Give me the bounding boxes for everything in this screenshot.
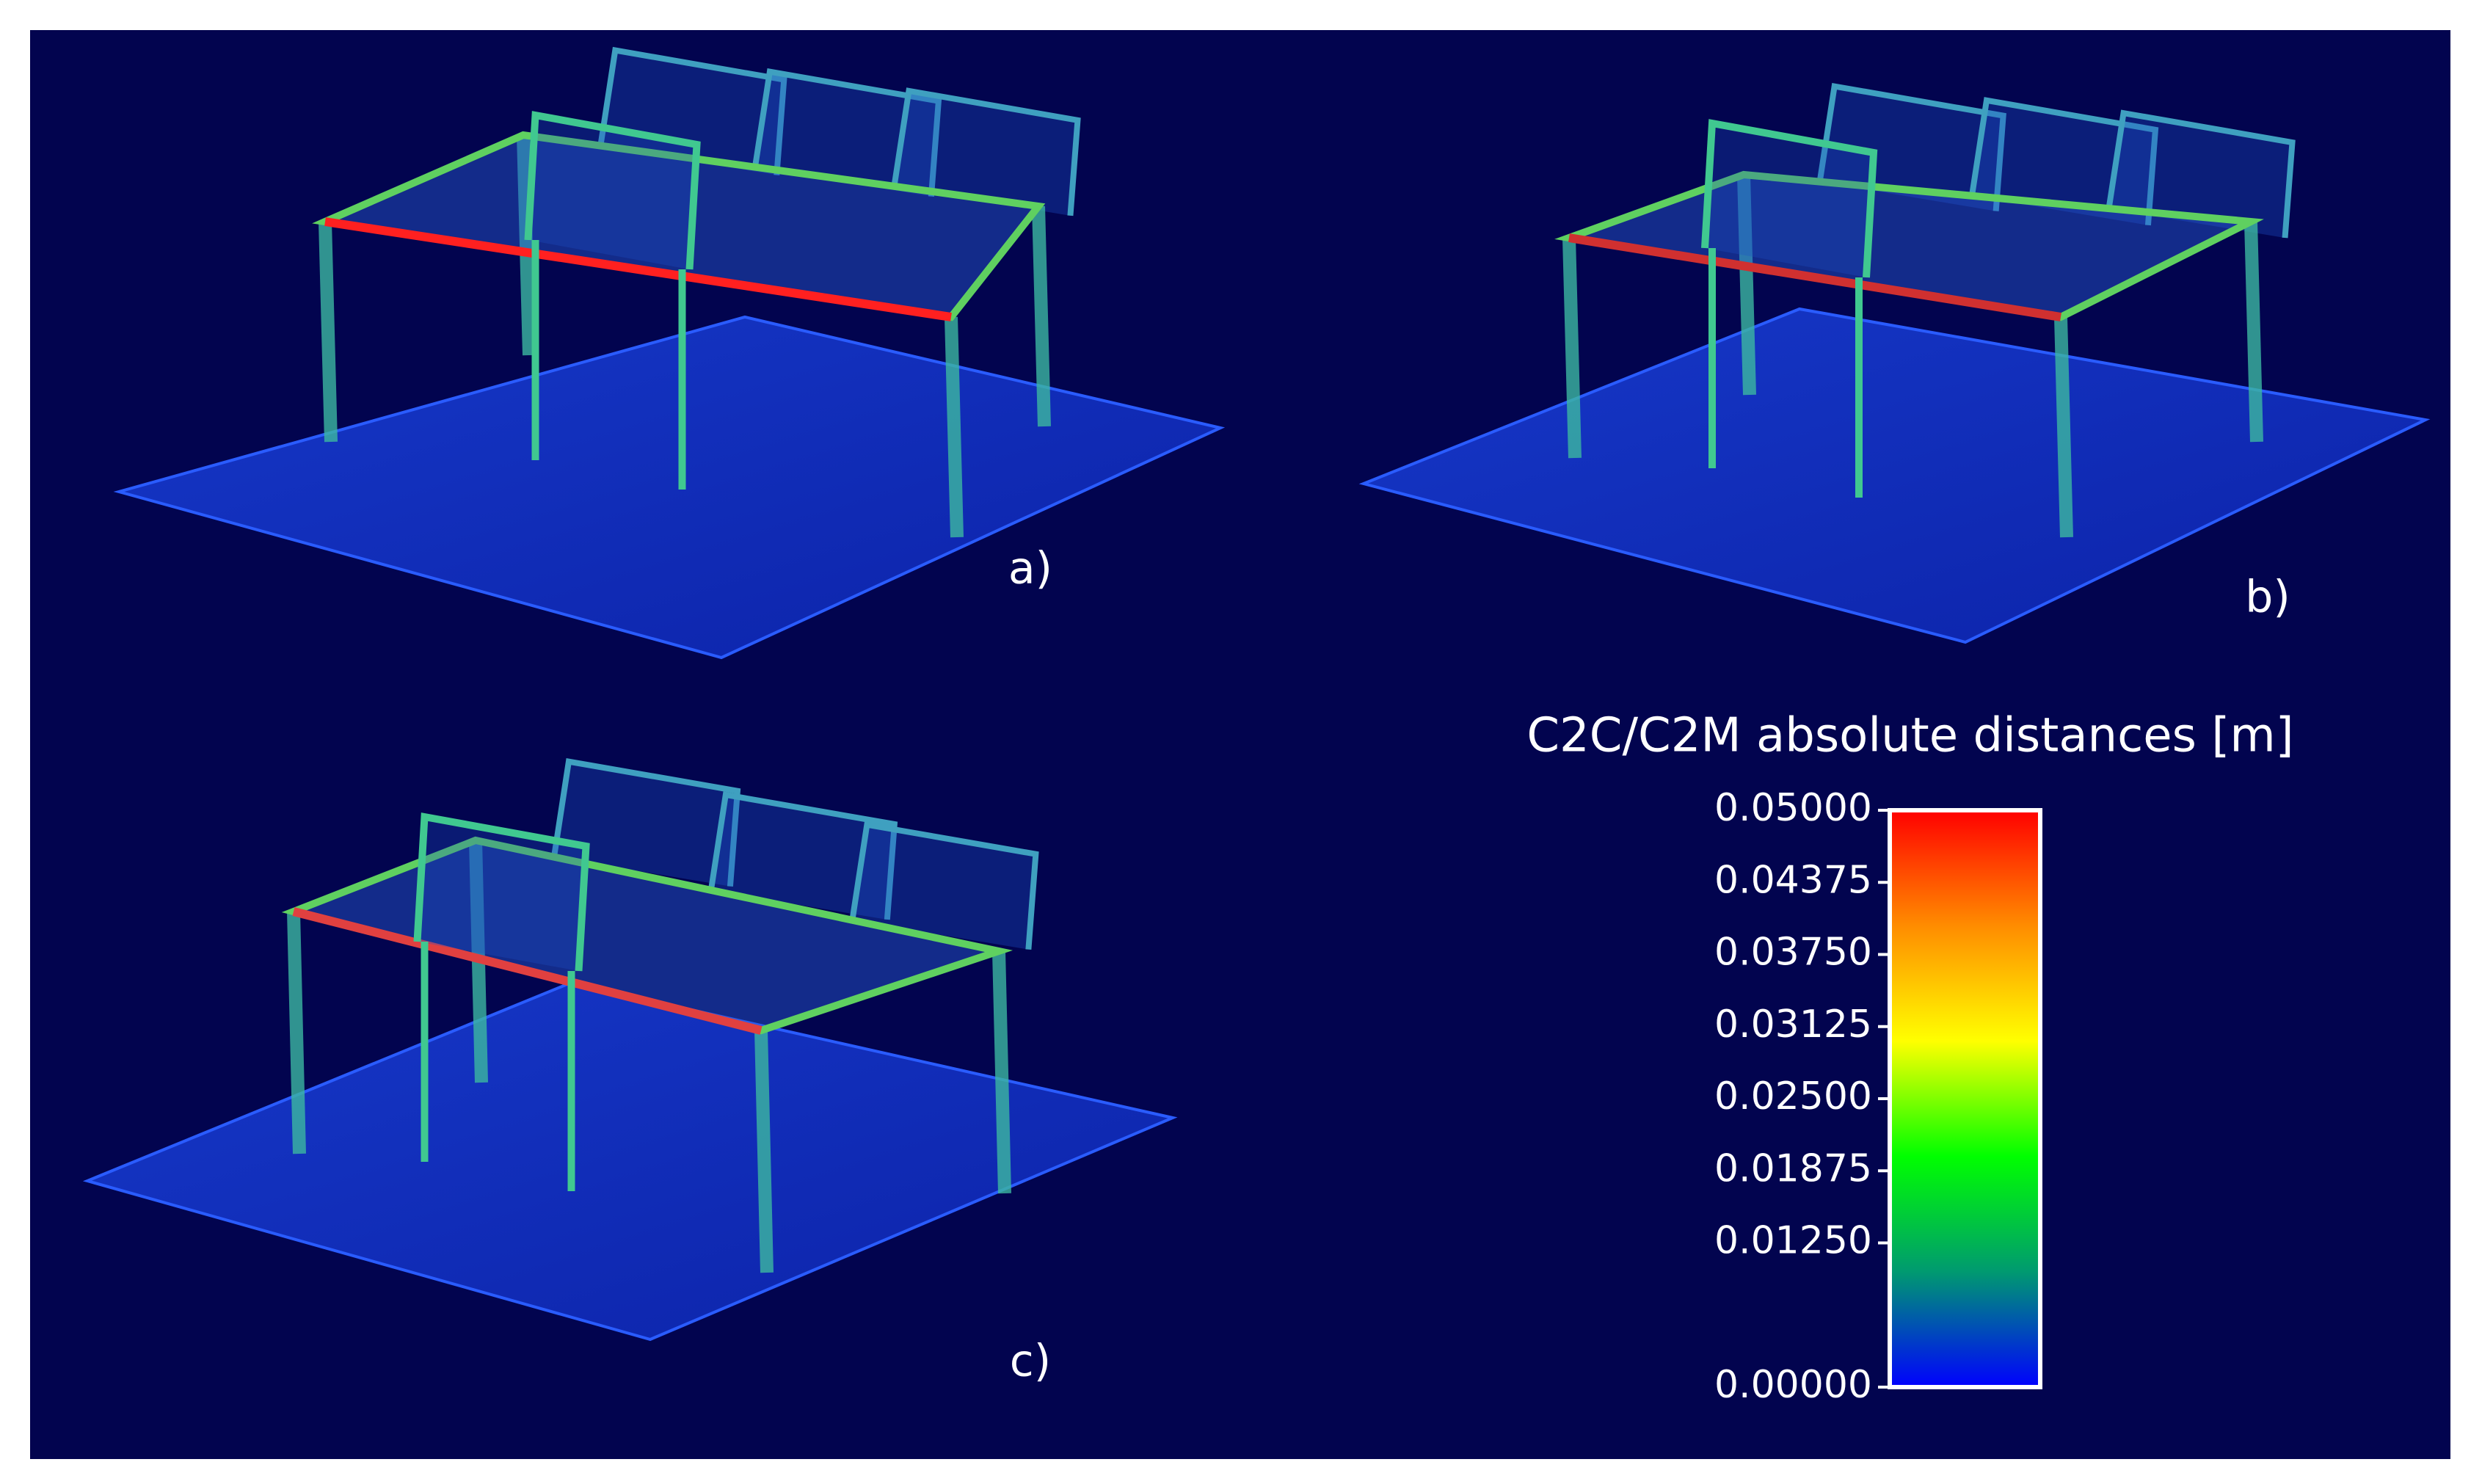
chair: [597, 46, 787, 175]
point-clouds: [82, 46, 2431, 1342]
floor: [82, 981, 1178, 1342]
tick-label: 0.03750: [1714, 931, 1872, 975]
chair: [707, 791, 898, 920]
edge: [1568, 233, 2061, 321]
leg: [2054, 316, 2073, 538]
tick-label: 0.01875: [1714, 1146, 1872, 1190]
leg: [2244, 221, 2263, 443]
colorbar: 0.00000 0.01250 0.01875 0.02500 0.03125 0.037…: [1714, 786, 2042, 1407]
leg: [319, 221, 338, 443]
leg: [754, 1030, 774, 1273]
panel-label: b): [2245, 572, 2290, 623]
panel-label: a): [1008, 543, 1052, 594]
leg: [1737, 174, 1756, 396]
chair: [751, 68, 942, 197]
chair: [891, 87, 1081, 217]
leg: [287, 911, 306, 1154]
leg: [992, 950, 1011, 1194]
leg: [945, 316, 964, 538]
chair: [2106, 109, 2296, 239]
tick-label: 0.00000: [1714, 1363, 1872, 1407]
leg: [1032, 205, 1051, 427]
tick-label: 0.03125: [1714, 1003, 1872, 1047]
leg: [517, 134, 536, 356]
colorbar-title: C2C/C2M absolute distances [m]: [1526, 709, 2293, 763]
chair: [413, 812, 590, 1191]
tick-label: 0.02500: [1714, 1074, 1872, 1119]
edge: [292, 907, 763, 1035]
edge: [324, 217, 952, 321]
colorbar-scale: [1888, 808, 2042, 1389]
chair: [1816, 82, 2006, 211]
tick-label: 0.04375: [1714, 858, 1872, 902]
chair: [524, 111, 701, 490]
chair: [550, 758, 741, 887]
tick-label: 0.01250: [1714, 1219, 1872, 1263]
panel-label: c): [1010, 1336, 1051, 1387]
leg: [1562, 237, 1582, 459]
tick-label: 0.05000: [1714, 786, 1872, 830]
floor: [1358, 307, 2431, 644]
chair: [849, 821, 1039, 950]
chair: [1701, 119, 1878, 498]
